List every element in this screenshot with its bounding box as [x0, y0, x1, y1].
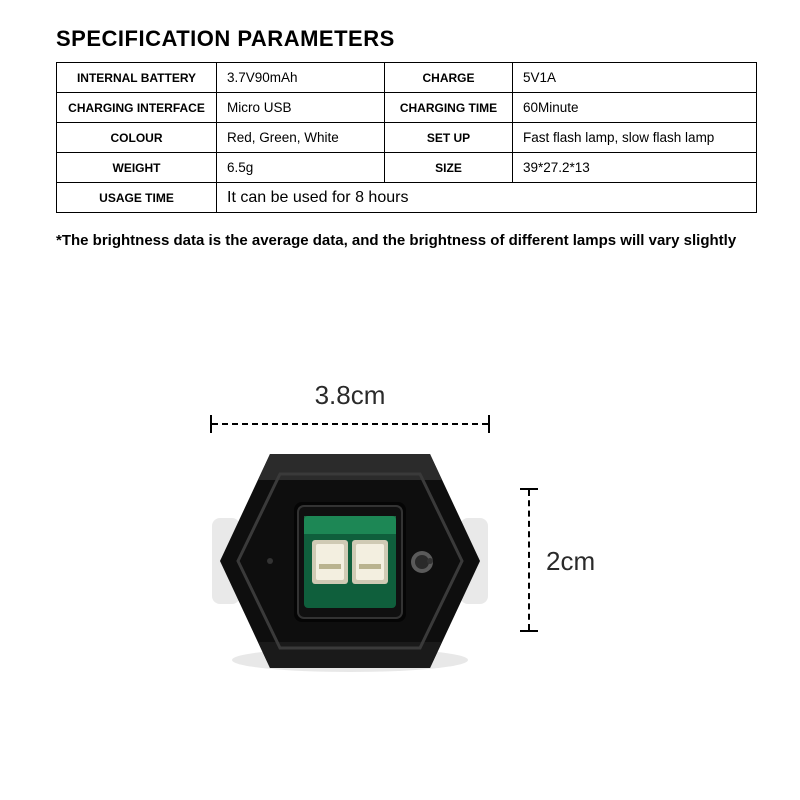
led-icon: [352, 540, 388, 584]
spec-label: COLOUR: [57, 123, 217, 153]
spec-value: 60Minute: [513, 93, 757, 123]
table-row: USAGE TIME It can be used for 8 hours: [57, 183, 757, 213]
spec-value: 5V1A: [513, 63, 757, 93]
page-title: SPECIFICATION PARAMETERS: [56, 26, 760, 52]
width-dimension: 3.8cm: [210, 380, 490, 433]
dimension-diagram: 3.8cm 2cm: [0, 340, 800, 780]
width-dash-line: [210, 415, 490, 433]
spec-label: SIZE: [385, 153, 513, 183]
spec-value: It can be used for 8 hours: [217, 183, 757, 213]
spec-value: Red, Green, White: [217, 123, 385, 153]
spec-value: 3.7V90mAh: [217, 63, 385, 93]
spec-value: 6.5g: [217, 153, 385, 183]
spec-value: Micro USB: [217, 93, 385, 123]
height-dash-line: [520, 488, 538, 632]
table-row: CHARGING INTERFACE Micro USB CHARGING TI…: [57, 93, 757, 123]
spec-label: USAGE TIME: [57, 183, 217, 213]
spec-value: Fast flash lamp, slow flash lamp: [513, 123, 757, 153]
height-label: 2cm: [546, 546, 595, 577]
led-icon: [312, 540, 348, 584]
spec-label: CHARGING INTERFACE: [57, 93, 217, 123]
footnote-text: *The brightness data is the average data…: [56, 231, 760, 251]
spec-label: SET UP: [385, 123, 513, 153]
spec-label: INTERNAL BATTERY: [57, 63, 217, 93]
table-row: INTERNAL BATTERY 3.7V90mAh CHARGE 5V1A: [57, 63, 757, 93]
spec-label: WEIGHT: [57, 153, 217, 183]
device-illustration: [210, 446, 490, 676]
spec-label: CHARGE: [385, 63, 513, 93]
spec-label: CHARGING TIME: [385, 93, 513, 123]
spec-table: INTERNAL BATTERY 3.7V90mAh CHARGE 5V1A C…: [56, 62, 757, 213]
table-row: COLOUR Red, Green, White SET UP Fast fla…: [57, 123, 757, 153]
spec-value: 39*27.2*13: [513, 153, 757, 183]
width-label: 3.8cm: [210, 380, 490, 411]
table-row: WEIGHT 6.5g SIZE 39*27.2*13: [57, 153, 757, 183]
